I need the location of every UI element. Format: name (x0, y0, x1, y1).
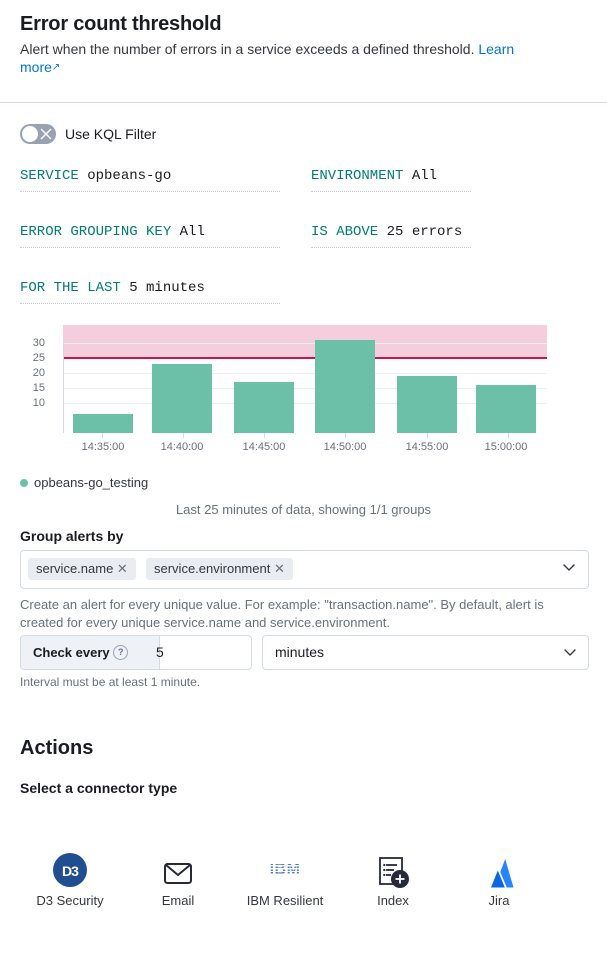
svg-text:D3: D3 (62, 863, 79, 879)
